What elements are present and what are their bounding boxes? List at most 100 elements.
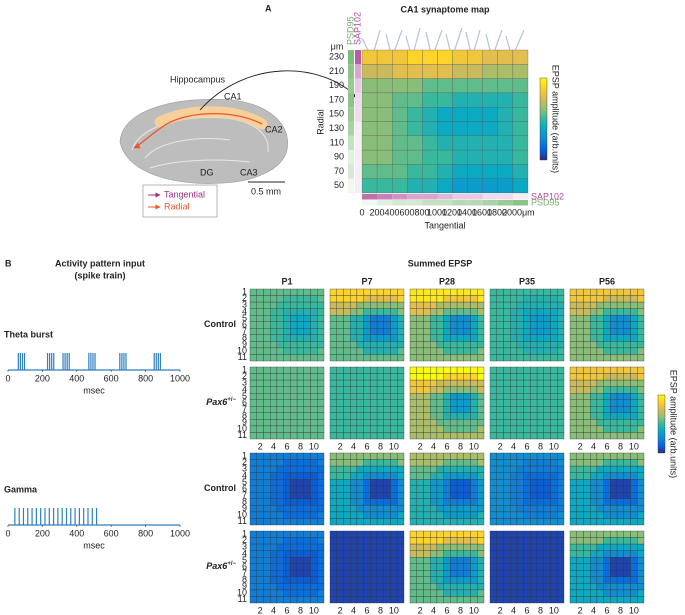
heatmap-cell [423, 334, 431, 342]
heatmap-cell [310, 341, 318, 349]
heatmap-cell [290, 315, 298, 322]
x-tick-label: 2 [498, 441, 503, 451]
heatmap-cell [376, 419, 384, 427]
heatmap-cell [463, 570, 471, 577]
heatmap-cell [557, 518, 565, 526]
heatmap-cell [416, 295, 424, 303]
heatmap-cell [510, 570, 518, 577]
heatmap-cell [276, 543, 284, 551]
heatmap-cell [583, 596, 591, 604]
heatmap-cell [430, 563, 438, 571]
heatmap-cell [510, 550, 518, 558]
heatmap-cell [263, 328, 271, 335]
heatmap-cell [443, 472, 451, 480]
heatmap-cell [296, 452, 304, 460]
heatmap-cell [603, 576, 611, 584]
heatmap-cell [550, 543, 558, 551]
heatmap-cell [376, 64, 393, 79]
heatmap-cell [317, 576, 325, 584]
heatmap-cell [310, 393, 318, 400]
heatmap-cell [616, 465, 624, 473]
heatmap-cell [637, 315, 645, 322]
heatmap-cell [317, 465, 325, 473]
heatmap-cell [637, 518, 645, 526]
heatmap-cell [576, 315, 584, 322]
heatmap-cell [423, 295, 431, 303]
heatmap-cell [303, 321, 311, 329]
heatmap-cell [456, 518, 464, 526]
heatmap-cell [416, 321, 424, 329]
colorbar [539, 77, 548, 161]
heatmap-cell [623, 373, 631, 381]
heatmap-cell [637, 543, 645, 551]
heatmap-cell [496, 334, 504, 342]
heatmap-cell [470, 386, 478, 394]
marker-strip-radial [355, 135, 361, 151]
heatmap-cell [376, 178, 393, 194]
heatmap-cell [270, 479, 278, 486]
heatmap-cell [583, 537, 591, 545]
heatmap-cell [516, 373, 524, 381]
heatmap-cell [317, 432, 325, 440]
heatmap-cell [416, 543, 424, 551]
heatmap-cell [336, 419, 344, 427]
heatmap-cell [523, 347, 531, 355]
heatmap-cell [630, 589, 638, 597]
heatmap-cell [263, 452, 271, 460]
heatmap-cell [557, 576, 565, 584]
heatmap-cell [256, 412, 264, 420]
heatmap-cell [576, 341, 584, 349]
heatmap-cell [503, 288, 511, 296]
x-tick-label: 0 [359, 207, 364, 217]
heatmap-cell [510, 328, 518, 335]
heatmap-cell [503, 530, 511, 538]
marker-strip-radial [355, 78, 361, 93]
heatmap-cell [557, 452, 565, 460]
heatmap-cell [437, 178, 453, 194]
heatmap-cell [557, 589, 565, 597]
heatmap-cell [516, 399, 524, 407]
heatmap-cell [550, 570, 558, 577]
heatmap-cell [530, 570, 538, 577]
heatmap-cell [550, 419, 558, 427]
heatmap-cell [376, 354, 384, 362]
heatmap-cell [616, 379, 624, 387]
heatmap-cell [276, 321, 284, 329]
heatmap-cell [543, 492, 551, 499]
heatmap-cell [463, 373, 471, 381]
heatmap-cell [512, 64, 529, 79]
heatmap-cell [623, 472, 631, 480]
heatmap-cell [310, 530, 318, 538]
heatmap-cell [276, 308, 284, 316]
marker-strip-radial [348, 50, 354, 65]
heatmap-cell [376, 373, 384, 381]
heatmap-cell [477, 288, 485, 296]
panel-label: A [265, 3, 272, 13]
heatmap-cell [523, 373, 531, 381]
heatmap-cell [576, 308, 584, 316]
heatmap-cell [550, 432, 558, 440]
heatmap-cell [436, 459, 444, 467]
heatmap-cell [436, 498, 444, 506]
heatmap-cell [423, 550, 431, 558]
marker-strip-radial [348, 135, 354, 151]
heatmap-cell [303, 576, 311, 584]
heatmap-cell [436, 321, 444, 329]
heatmap-cell [450, 354, 458, 362]
heatmap-cell [343, 479, 351, 486]
heatmap-cell [523, 419, 531, 427]
heatmap-cell [503, 583, 511, 591]
y-tick-label: 3 [242, 300, 247, 310]
heatmap-cell [596, 341, 604, 349]
heatmap-cell [470, 288, 478, 296]
heatmap-cell [523, 550, 531, 558]
heatmap-cell [350, 543, 358, 551]
heatmap-cell [482, 64, 498, 79]
heatmap-cell [423, 465, 431, 473]
heatmap-cell [496, 550, 504, 558]
heatmap-cell [430, 550, 438, 558]
heatmap-cell [489, 366, 497, 374]
heatmap-cell [463, 419, 471, 427]
heatmap-cell [489, 583, 497, 591]
heatmap-cell [310, 557, 318, 564]
